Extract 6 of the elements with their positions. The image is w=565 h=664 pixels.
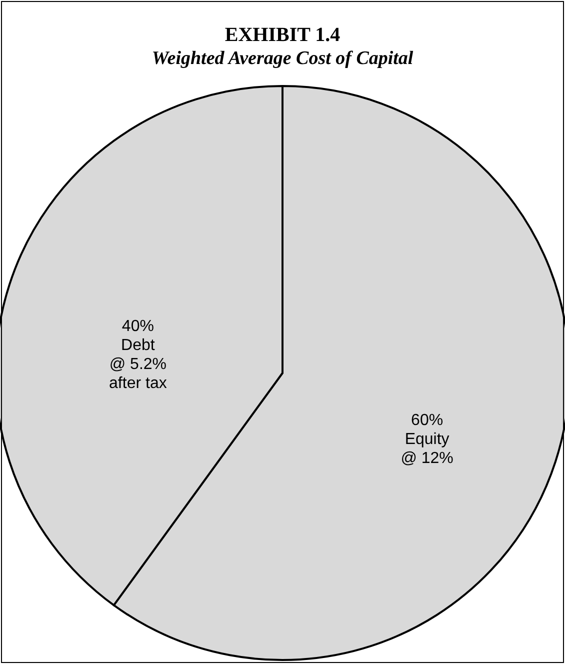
chart-title: EXHIBIT 1.4 [224,24,340,46]
slice-label: Equity @ 12% [400,430,454,467]
data-label: 60% [411,412,444,429]
chart-subtitle: Weighted Average Cost of Capital [152,48,414,69]
data-label: 40% [122,318,154,336]
slice-label: Debt @ 5.2% after tax [109,337,167,392]
